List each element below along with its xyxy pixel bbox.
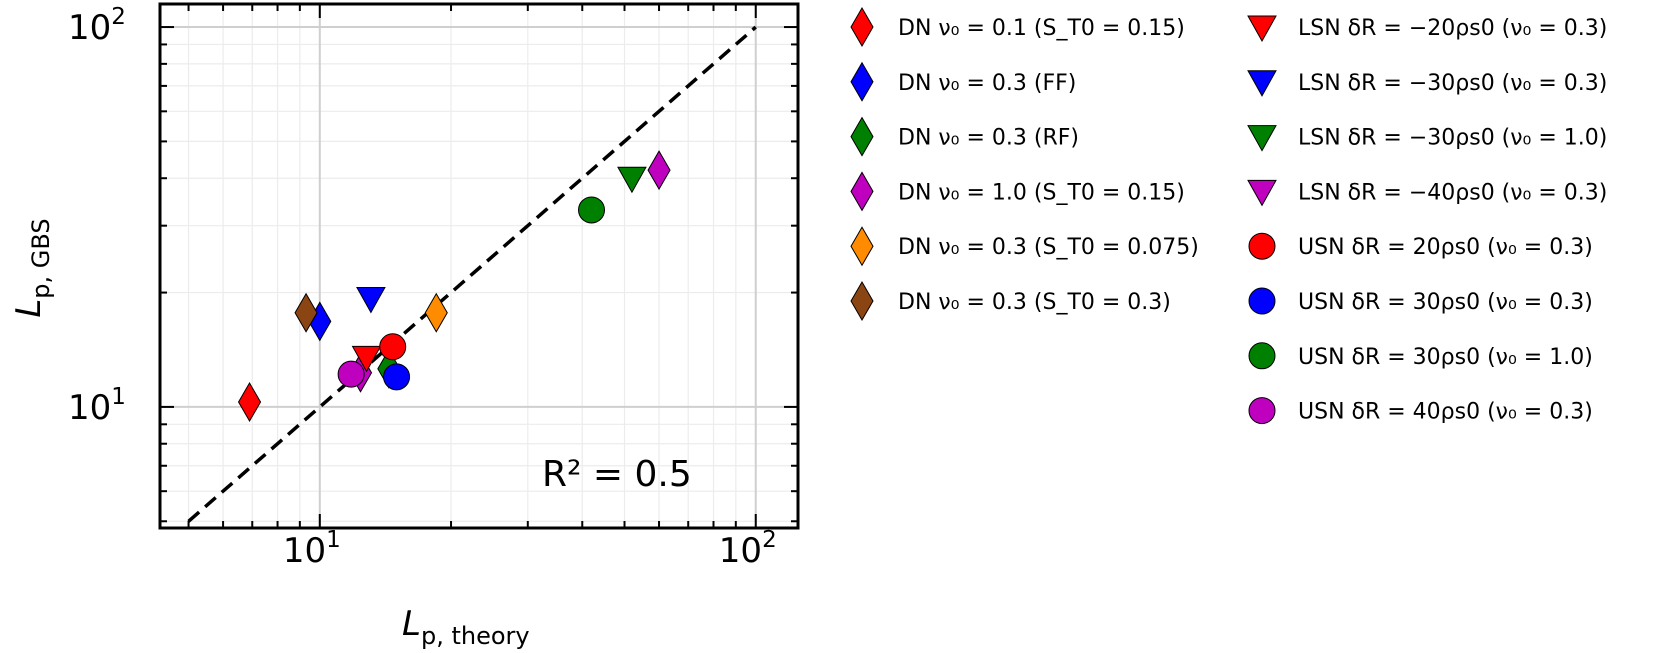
legend-item: LSN δR = −40ρs0 (ν₀ = 0.3) (1247, 179, 1607, 207)
legend: DN ν₀ = 0.1 (S_T0 = 0.15) DN ν₀ = 0.3 (FF… (850, 7, 1607, 425)
legend-item: DN ν₀ = 0.3 (S_T0 = 0.3) (850, 281, 1171, 321)
data-point (647, 150, 671, 191)
data-point (356, 286, 386, 314)
legend-item: DN ν₀ = 0.3 (S_T0 = 0.075) (850, 226, 1199, 267)
legend-item: DN ν₀ = 0.3 (RF) (850, 116, 1079, 157)
legend-label: DN ν₀ = 0.1 (S_T0 = 0.15) (898, 16, 1185, 41)
legend-label: DN ν₀ = 0.3 (FF) (898, 71, 1076, 96)
legend-item: DN ν₀ = 0.3 (FF) (850, 61, 1076, 102)
y-tick-label: 101 (68, 384, 126, 428)
axis-ticks (160, 4, 798, 528)
x-axis-title: Lp, theory (402, 604, 530, 650)
legend-marker (850, 171, 874, 212)
data-point (337, 360, 365, 388)
data-point (379, 333, 407, 361)
legend-label: USN δR = 30ρs0 (ν₀ = 0.3) (1298, 290, 1593, 315)
legend-marker (1248, 342, 1276, 370)
legend-label: DN ν₀ = 0.3 (RF) (898, 126, 1079, 151)
legend-marker (1248, 397, 1276, 425)
legend-label: LSN δR = −30ρs0 (ν₀ = 0.3) (1298, 71, 1607, 96)
legend-marker (1248, 287, 1276, 315)
r-squared-annotation: R² = 0.5 (542, 454, 692, 495)
reference-line-group (187, 25, 757, 523)
data-markers (237, 150, 671, 423)
data-point (383, 363, 411, 391)
legend-label: LSN δR = −40ρs0 (ν₀ = 0.3) (1298, 180, 1607, 205)
legend-marker (1247, 125, 1277, 152)
data-point (578, 196, 606, 224)
legend-marker (850, 226, 874, 267)
reference-line (187, 25, 757, 523)
legend-label: USN δR = 40ρs0 (ν₀ = 0.3) (1298, 400, 1593, 425)
legend-label: LSN δR = −30ρs0 (ν₀ = 1.0) (1298, 126, 1607, 151)
plot-frame (158, 2, 800, 530)
legend-marker (850, 61, 874, 102)
legend-item: USN δR = 40ρs0 (ν₀ = 0.3) (1248, 397, 1593, 425)
legend-label: USN δR = 30ρs0 (ν₀ = 1.0) (1298, 345, 1593, 370)
legend-item: USN δR = 30ρs0 (ν₀ = 0.3) (1248, 287, 1593, 315)
legend-marker (1248, 232, 1276, 260)
legend-marker (850, 7, 874, 47)
legend-item: LSN δR = −30ρs0 (ν₀ = 0.3) (1247, 70, 1607, 97)
legend-item: DN ν₀ = 0.1 (S_T0 = 0.15) (850, 7, 1185, 47)
legend-label: DN ν₀ = 1.0 (S_T0 = 0.15) (898, 180, 1185, 205)
data-point (617, 166, 647, 194)
legend-item: LSN δR = −20ρs0 (ν₀ = 0.3) (1247, 15, 1607, 43)
y-axis-title: Lp, GBS (9, 218, 55, 317)
data-point (424, 292, 448, 333)
legend-item: DN ν₀ = 1.0 (S_T0 = 0.15) (850, 171, 1185, 212)
data-point (294, 292, 318, 333)
major-grid (160, 4, 798, 528)
legend-label: USN δR = 20ρs0 (ν₀ = 0.3) (1298, 235, 1593, 260)
legend-label: LSN δR = −20ρs0 (ν₀ = 0.3) (1298, 16, 1607, 41)
minor-grid (160, 4, 798, 528)
legend-marker (850, 281, 874, 321)
legend-marker (1247, 179, 1277, 207)
axis-tick-labels: 101 102 101 102 (68, 4, 777, 571)
legend-marker (850, 116, 874, 157)
legend-marker (1247, 70, 1277, 97)
legend-label: DN ν₀ = 0.3 (S_T0 = 0.075) (898, 235, 1199, 260)
legend-item: LSN δR = −30ρs0 (ν₀ = 1.0) (1247, 125, 1607, 152)
legend-marker (1247, 15, 1277, 43)
x-tick-label: 101 (283, 527, 341, 571)
legend-item: USN δR = 30ρs0 (ν₀ = 1.0) (1248, 342, 1593, 370)
legend-label: DN ν₀ = 0.3 (S_T0 = 0.3) (898, 290, 1171, 315)
legend-item: USN δR = 20ρs0 (ν₀ = 0.3) (1248, 232, 1593, 260)
y-tick-label: 102 (68, 4, 126, 48)
x-tick-label: 102 (719, 527, 777, 571)
data-point (237, 382, 262, 423)
data-point (351, 345, 382, 373)
